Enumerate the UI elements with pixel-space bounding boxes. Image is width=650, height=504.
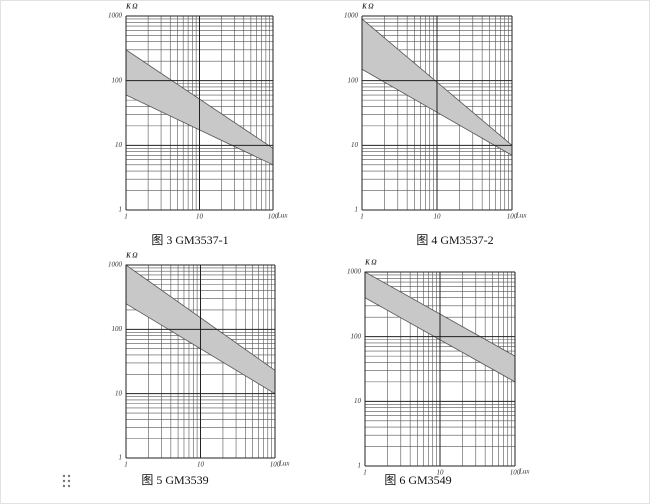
y-tick-label: 10 bbox=[115, 389, 123, 397]
x-tick-label: 1 bbox=[124, 213, 128, 221]
y-axis-label: K Ω bbox=[364, 259, 377, 267]
x-tick-label: 1 bbox=[124, 461, 128, 469]
y-tick-label: 1 bbox=[358, 462, 362, 470]
y-tick-label: 10 bbox=[354, 397, 362, 405]
y-tick-label: 100 bbox=[112, 325, 123, 333]
y-tick-label: 100 bbox=[351, 332, 362, 340]
x-tick-label: 100 bbox=[268, 213, 279, 221]
y-tick-label: 1000 bbox=[347, 268, 362, 276]
x-tick-label: 10 bbox=[437, 469, 445, 477]
y-tick-label: 10 bbox=[115, 141, 123, 149]
y-tick-label: 1000 bbox=[108, 261, 123, 269]
x-tick-label: 1 bbox=[363, 469, 367, 477]
y-axis-label: K Ω bbox=[125, 3, 138, 11]
y-tick-label: 100 bbox=[348, 76, 359, 84]
x-tick-label: 100 bbox=[507, 213, 518, 221]
y-axis-label: K Ω bbox=[361, 3, 374, 11]
x-tick-label: 10 bbox=[196, 213, 204, 221]
y-tick-label: 100 bbox=[112, 76, 123, 84]
x-tick-label: 10 bbox=[434, 213, 442, 221]
x-tick-label: 100 bbox=[270, 461, 281, 469]
y-tick-label: 1 bbox=[119, 454, 123, 462]
x-axis-label: Lux bbox=[278, 460, 290, 468]
y-tick-label: 10 bbox=[351, 141, 359, 149]
y-tick-label: 1 bbox=[355, 206, 359, 214]
figure-caption: 图 4 GM3537-2 bbox=[416, 233, 493, 247]
x-tick-label: 100 bbox=[510, 469, 521, 477]
figure-caption: 图 3 GM3537-1 bbox=[151, 233, 228, 247]
y-tick-label: 1000 bbox=[344, 12, 359, 20]
x-axis-label: Lux bbox=[515, 212, 527, 220]
figure-caption: 图 5 GM3539 bbox=[141, 473, 208, 487]
x-tick-label: 1 bbox=[360, 213, 364, 221]
figure-caption: 图 6 GM3549 bbox=[384, 473, 451, 487]
x-axis-label: Lux bbox=[518, 468, 530, 476]
drag-handle[interactable] bbox=[62, 474, 71, 488]
x-axis-label: Lux bbox=[276, 212, 288, 220]
y-axis-label: K Ω bbox=[125, 252, 138, 260]
y-tick-label: 1000 bbox=[108, 12, 123, 20]
x-tick-label: 10 bbox=[197, 461, 205, 469]
y-tick-label: 1 bbox=[119, 206, 123, 214]
